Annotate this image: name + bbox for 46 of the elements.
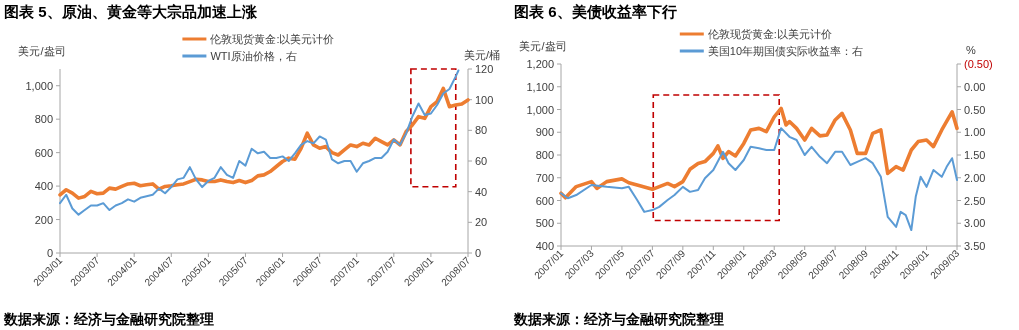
y-axis-title: 美元/盎司 (18, 45, 66, 57)
y2-tick-label: 20 (475, 216, 488, 229)
legend-label: 美国10年期国债实际收益率：右 (707, 45, 864, 57)
y2-tick-label: (0.50) (964, 58, 993, 70)
line-series (559, 106, 959, 200)
source-note: 数据来源：经济与金融研究院整理 (513, 311, 724, 327)
y-tick-label: 800 (535, 149, 554, 161)
y-tick-label: 1,100 (526, 80, 554, 93)
y2-tick-label: 100 (475, 93, 494, 106)
y-tick-label: 700 (535, 171, 554, 184)
y2-tick-label: 3.50 (964, 240, 986, 252)
y2-tick-label: 1.00 (964, 126, 986, 139)
y-tick-label: 400 (535, 240, 554, 252)
y2-tick-label: 60 (475, 155, 488, 167)
y-tick-label: 800 (34, 113, 53, 126)
y-tick-label: 900 (535, 126, 554, 139)
y2-tick-label: 2.00 (964, 171, 986, 184)
y2-tick-label: 1.50 (964, 149, 986, 161)
line-series (560, 127, 958, 232)
y2-tick-label: 40 (475, 185, 488, 198)
y-tick-label: 1,000 (25, 79, 53, 92)
y-tick-label: 600 (535, 194, 554, 207)
y-tick-label: 400 (34, 180, 53, 193)
source-note: 数据来源：经济与金融研究院整理 (3, 311, 214, 327)
y-tick-label: 600 (34, 146, 53, 159)
y2-axis-title: 美元/桶 (463, 49, 501, 61)
y2-tick-label: 0.50 (964, 103, 986, 116)
legend-label: 伦敦现货黄金:以美元计价 (210, 33, 335, 45)
y2-tick-label: 80 (475, 124, 488, 137)
y-tick-label: 1,000 (526, 103, 554, 116)
line-series (59, 69, 460, 216)
y2-tick-label: 2.50 (964, 194, 986, 207)
legend-label: WTI原油价格，右 (210, 50, 297, 62)
y-tick-label: 0 (46, 247, 53, 259)
chart-title: 图表 5、原油、黄金等大宗品加速上涨 (4, 3, 258, 20)
y-tick-label: 1,200 (526, 58, 554, 70)
y-tick-label: 500 (535, 217, 554, 230)
y2-axis-title: % (966, 44, 977, 56)
chart-title: 图表 6、美债收益率下行 (514, 3, 677, 20)
y-tick-label: 200 (34, 213, 53, 226)
y2-tick-label: 3.00 (964, 217, 986, 230)
y-axis-title: 美元/盎司 (519, 40, 567, 52)
y2-tick-label: 0 (475, 247, 482, 259)
y2-tick-label: 0.00 (964, 80, 986, 93)
legend-label: 伦敦现货黄金:以美元计价 (707, 28, 832, 40)
y2-tick-label: 120 (475, 63, 494, 75)
